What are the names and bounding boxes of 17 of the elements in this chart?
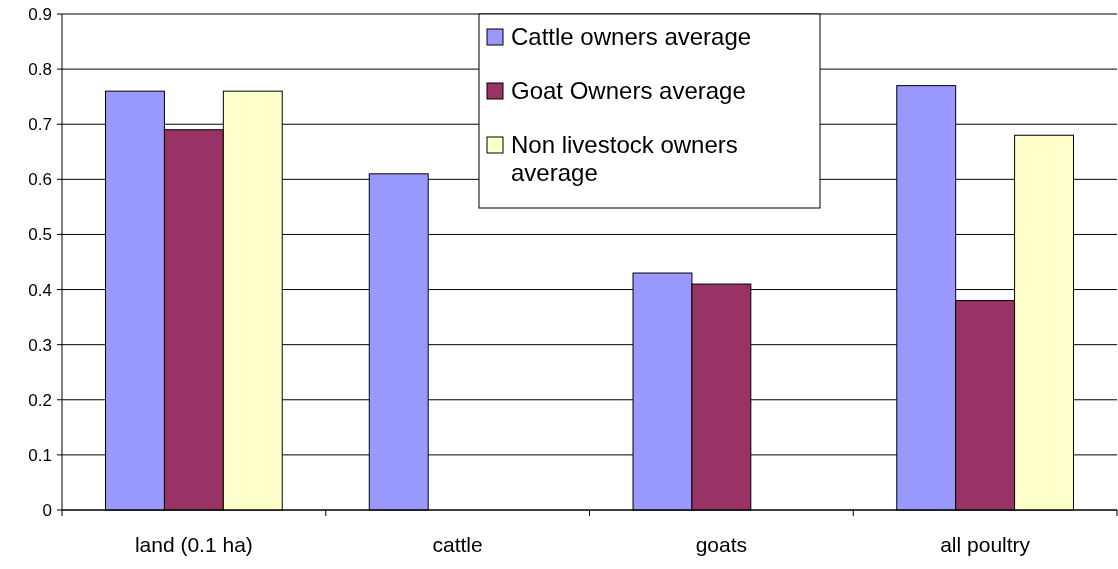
x-tick-label: cattle xyxy=(432,533,483,556)
legend-label: Cattle owners average xyxy=(511,23,752,50)
x-tick-label: land (0.1 ha) xyxy=(134,533,253,556)
y-tick-label: 0.8 xyxy=(28,60,52,80)
x-tick-label: goats xyxy=(695,533,748,556)
legend-label: Goat Owners average xyxy=(511,77,746,104)
y-tick-label: 0.7 xyxy=(28,115,52,135)
y-tick-label: 0.1 xyxy=(28,445,52,465)
legend-label: Non livestock owners average xyxy=(511,131,738,186)
x-tick-label: all poultry xyxy=(940,533,1031,556)
y-tick-label: 0.2 xyxy=(28,390,52,410)
y-tick-label: 0.3 xyxy=(28,335,52,355)
y-tick-label: 0.4 xyxy=(28,280,52,300)
y-tick-label: 0.5 xyxy=(28,225,52,245)
y-tick-label: 0 xyxy=(42,500,52,520)
y-tick-label: 0.6 xyxy=(28,170,52,190)
y-tick-label: 0.9 xyxy=(28,4,52,24)
